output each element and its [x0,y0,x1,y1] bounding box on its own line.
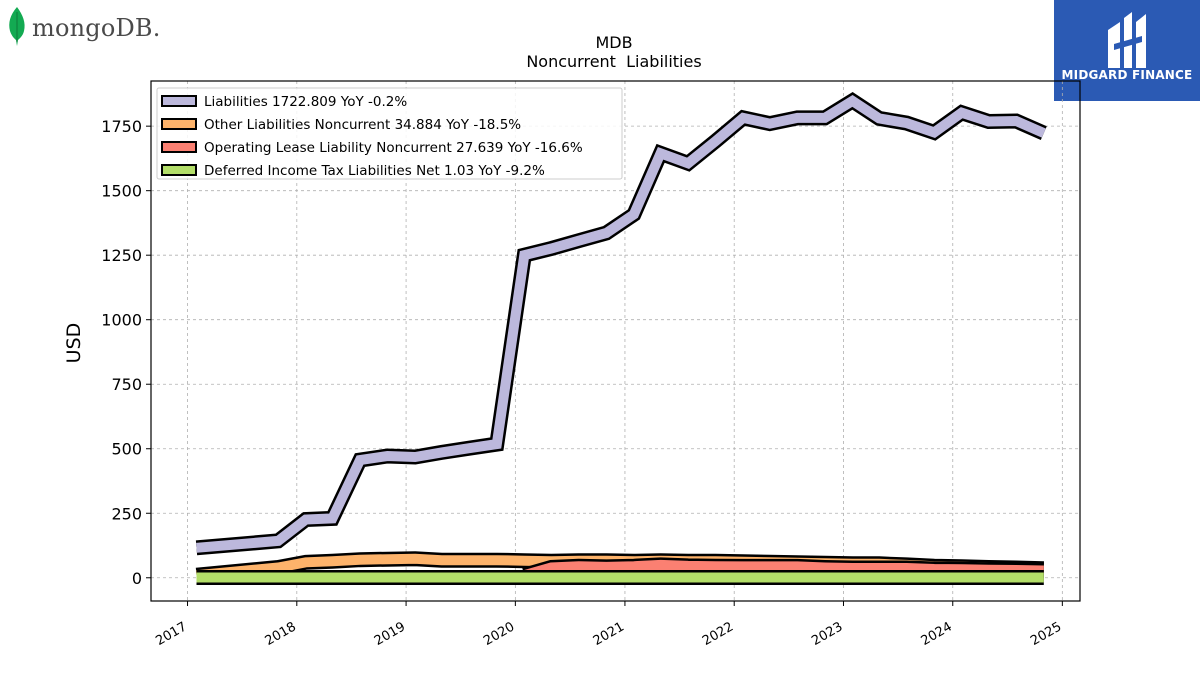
x-tick-label: 2018 [263,619,299,649]
legend-swatch [161,141,197,153]
legend-box [156,87,623,180]
x-tick-label: 2022 [700,619,736,649]
x-tick-label: 2025 [1028,619,1064,649]
x-tick-label: 2023 [809,619,845,649]
y-tick-label: 1000 [101,311,142,330]
series-line [196,94,1046,553]
y-tick-label: 250 [111,504,142,523]
chart-subtitle: Noncurrent Liabilities [526,52,701,71]
chart-title: MDB [595,33,632,52]
x-tick-label: 2019 [372,619,408,649]
mongodb-logo: mongoDB. [4,4,174,48]
mongodb-leaf-icon [9,7,25,46]
y-tick-label: 0 [132,569,142,588]
legend-label: Operating Lease Liability Noncurrent 27.… [204,140,583,156]
x-tick-label: 2021 [591,619,627,649]
legend-label: Deferred Income Tax Liabilities Net 1.03… [204,163,545,179]
x-tick-label: 2017 [153,619,189,649]
series-line [522,559,1044,581]
series-liabilities [195,92,1047,556]
series-layer [195,92,1047,585]
y-tick-label: 500 [111,440,142,459]
legend-item: Other Liabilities Noncurrent 34.884 YoY … [161,117,521,133]
legend: Liabilities 1722.809 YoY -0.2% Other Liab… [156,87,623,180]
y-tick-label: 750 [111,375,142,394]
legend-label: Liabilities 1722.809 YoY -0.2% [204,94,407,110]
legend-swatch [161,164,197,176]
legend-item: Deferred Income Tax Liabilities Net 1.03… [161,163,545,179]
mongodb-wordmark: mongoDB. [32,14,161,42]
legend-item: Liabilities 1722.809 YoY -0.2% [161,94,407,110]
legend-item: Operating Lease Liability Noncurrent 27.… [161,140,583,156]
legend-label: Other Liabilities Noncurrent 34.884 YoY … [204,117,521,133]
y-tick-label: 1250 [101,246,142,265]
legend-swatch [161,118,197,130]
y-axis-label: USD [63,323,85,364]
midgard-wordmark: MIDGARD FINANCE [1061,68,1193,82]
series-operating-lease-liability-noncurrent [522,557,1044,583]
x-tick-label: 2020 [481,619,517,649]
y-tick-label: 1500 [101,182,142,201]
midgard-emblem-icon [1108,12,1146,68]
plot-frame [150,80,1081,602]
y-tick-label: 1750 [101,117,142,136]
x-tick-label: 2024 [919,619,955,649]
legend-swatch [161,95,197,107]
midgard-finance-logo: MIDGARD FINANCE [1054,0,1200,101]
